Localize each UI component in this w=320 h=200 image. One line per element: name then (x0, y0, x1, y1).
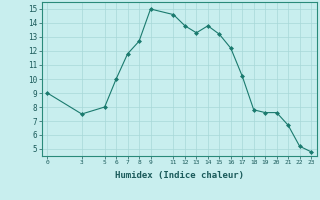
X-axis label: Humidex (Indice chaleur): Humidex (Indice chaleur) (115, 171, 244, 180)
